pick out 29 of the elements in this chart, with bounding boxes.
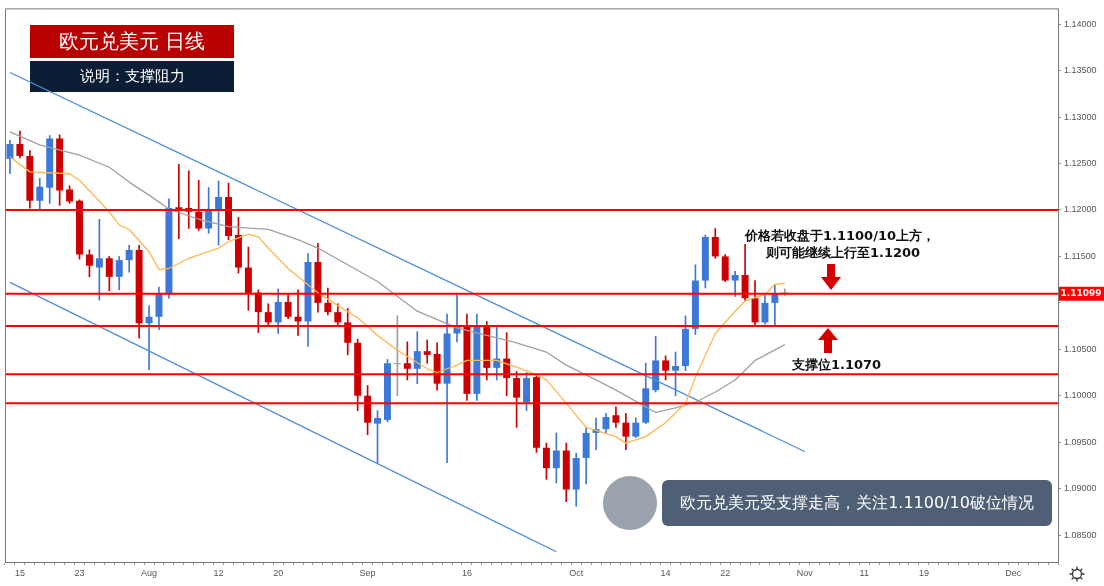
x-tick-label: 23 bbox=[74, 567, 85, 578]
x-tick-label: 14 bbox=[660, 567, 671, 578]
annotation: 则可能继续上行至1.1200 bbox=[766, 244, 921, 262]
y-tick-label: 1.13500 bbox=[1064, 65, 1097, 76]
x-tick-label: Sep bbox=[359, 567, 376, 578]
ref-line-label: 1.11099 bbox=[1060, 288, 1102, 298]
y-tick-label: 1.08500 bbox=[1064, 529, 1097, 540]
x-tick-label: Nov bbox=[796, 567, 814, 578]
x-tick-label: 19 bbox=[918, 567, 929, 578]
y-tick-label: 1.09000 bbox=[1064, 483, 1097, 494]
y-tick-label: 1.09500 bbox=[1064, 436, 1097, 447]
annotation: 支撑位1.1070 bbox=[792, 356, 882, 374]
x-tick-label: 12 bbox=[213, 567, 224, 578]
y-tick-label: 1.12000 bbox=[1064, 204, 1097, 215]
y-tick-label: 1.10000 bbox=[1064, 390, 1097, 401]
x-tick-label: 22 bbox=[720, 567, 731, 578]
x-tick-label: Oct bbox=[569, 567, 584, 578]
x-tick-label: 15 bbox=[14, 567, 25, 578]
x-tick-label: 16 bbox=[461, 567, 472, 578]
y-tick-label: 1.14000 bbox=[1064, 18, 1097, 29]
y-tick-label: 1.13000 bbox=[1064, 111, 1097, 122]
x-tick-label: Dec bbox=[1005, 567, 1022, 578]
x-tick-label: 20 bbox=[273, 567, 284, 578]
x-tick-label: 11 bbox=[859, 567, 869, 578]
x-tick-label: Aug bbox=[141, 567, 158, 578]
y-tick-label: 1.12500 bbox=[1064, 158, 1097, 168]
y-tick-label: 1.11500 bbox=[1064, 250, 1096, 261]
y-tick-label: 1.10500 bbox=[1064, 343, 1097, 354]
annotation: 价格若收盘于1.1100/10上方， bbox=[745, 227, 936, 245]
